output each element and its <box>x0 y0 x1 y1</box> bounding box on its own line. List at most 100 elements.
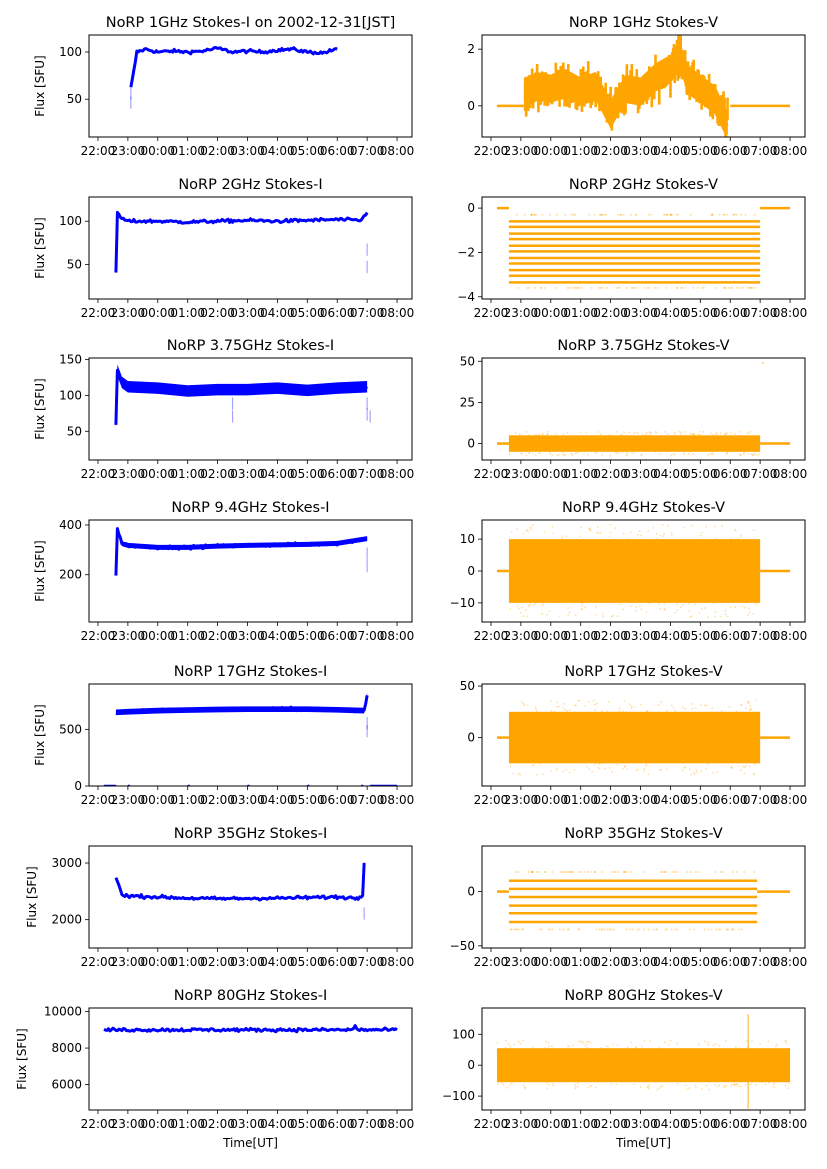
noise-point <box>496 1042 499 1045</box>
x-tick-label: 05:00 <box>683 306 718 320</box>
x-tick-label: 05:00 <box>683 144 718 158</box>
level-point <box>570 871 573 874</box>
noise-point <box>684 434 687 437</box>
level-point <box>741 286 744 289</box>
noise-point <box>555 432 558 435</box>
level-point <box>543 871 546 874</box>
noise-point <box>583 453 585 455</box>
noise-point <box>556 454 559 457</box>
noise-point <box>570 452 573 455</box>
noise-point <box>633 452 635 455</box>
noise-point <box>752 454 755 457</box>
noise-point <box>569 708 571 711</box>
noise-point <box>699 534 702 537</box>
noise-point <box>690 773 693 776</box>
level-point <box>536 871 539 874</box>
noise-point <box>721 525 724 527</box>
level-point <box>578 928 581 931</box>
noise-point <box>665 768 668 771</box>
level-point <box>523 213 526 216</box>
y-tick-label: −2 <box>457 245 475 259</box>
axes-frame <box>88 34 413 138</box>
level-point <box>573 286 576 289</box>
x-tick-label: 22:00 <box>474 1117 509 1131</box>
noise-point <box>680 434 683 437</box>
level-point <box>540 928 543 931</box>
noise-point <box>724 613 727 616</box>
noise-point <box>600 454 603 456</box>
level-point <box>670 213 673 216</box>
noise-point <box>518 607 521 610</box>
noise-point <box>700 608 703 610</box>
x-tick-label: 03:00 <box>623 306 658 320</box>
axes-frame <box>481 683 806 787</box>
noise-point <box>618 452 620 455</box>
y-axis-label: Flux [SFU] <box>33 55 47 116</box>
level-point <box>710 213 713 216</box>
noise-point <box>535 710 538 713</box>
plot-area <box>103 1024 398 1034</box>
noise-band <box>508 435 761 452</box>
level-point <box>578 871 581 874</box>
noise-point <box>707 454 710 456</box>
noise-point <box>596 452 598 454</box>
x-tick-label: 23:00 <box>504 955 539 969</box>
x-tick-label: 02:00 <box>200 467 235 481</box>
noise-point <box>566 431 569 434</box>
noise-point <box>742 451 745 454</box>
noise-point <box>548 610 551 612</box>
level-point <box>743 871 746 874</box>
noise-point <box>565 535 568 538</box>
level-point <box>535 213 538 216</box>
noise-point <box>745 764 748 767</box>
noise-point <box>531 1046 534 1049</box>
noise-point <box>730 1083 733 1086</box>
data-band-slice <box>586 61 590 84</box>
noise-point <box>574 1085 577 1088</box>
noise-point <box>715 537 718 540</box>
data-band-slice <box>692 59 695 83</box>
noise-point <box>585 1043 588 1046</box>
noise-point <box>510 1082 513 1085</box>
data-band-slice <box>609 86 612 110</box>
x-tick-label: 05:00 <box>290 955 325 969</box>
noise-point <box>661 1085 664 1088</box>
noise-point <box>551 1045 553 1048</box>
noise-point <box>580 608 583 611</box>
noise-point <box>562 432 565 435</box>
y-tick-label: 100 <box>59 45 82 59</box>
noise-point <box>623 700 626 702</box>
noise-point <box>705 704 708 707</box>
noise-point <box>502 1083 505 1086</box>
noise-point <box>748 611 751 614</box>
noise-point <box>561 451 564 454</box>
x-tick-label: 23:00 <box>111 793 146 807</box>
noise-point <box>723 1085 726 1087</box>
level-point <box>530 213 533 216</box>
noise-point <box>509 1084 512 1086</box>
level-point <box>599 286 602 289</box>
noise-point <box>629 703 631 706</box>
level-point <box>526 286 529 289</box>
level-point <box>555 213 558 216</box>
level-point <box>600 213 603 216</box>
level-point <box>635 286 638 289</box>
noise-point <box>584 1045 587 1047</box>
noise-point <box>619 603 622 606</box>
noise-point <box>635 610 637 612</box>
noise-point <box>630 705 633 708</box>
noise-point <box>694 707 697 710</box>
noise-point <box>531 524 534 527</box>
noise-point <box>748 1083 751 1086</box>
noise-point <box>576 1085 579 1088</box>
level-point <box>564 213 567 216</box>
noise-point <box>550 709 553 712</box>
x-tick-label: 22:00 <box>81 629 116 643</box>
noise-point <box>615 451 618 453</box>
x-tick-label: 08:00 <box>380 793 415 807</box>
level-point <box>549 213 552 216</box>
y-tick-label: 150 <box>59 352 82 366</box>
noise-point <box>646 1086 649 1089</box>
y-axis-label: Flux [SFU] <box>33 378 47 439</box>
x-tick-label: 07:00 <box>743 1117 778 1131</box>
